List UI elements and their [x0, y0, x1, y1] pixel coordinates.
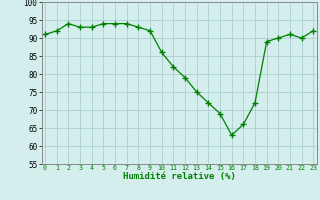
X-axis label: Humidité relative (%): Humidité relative (%): [123, 172, 236, 181]
